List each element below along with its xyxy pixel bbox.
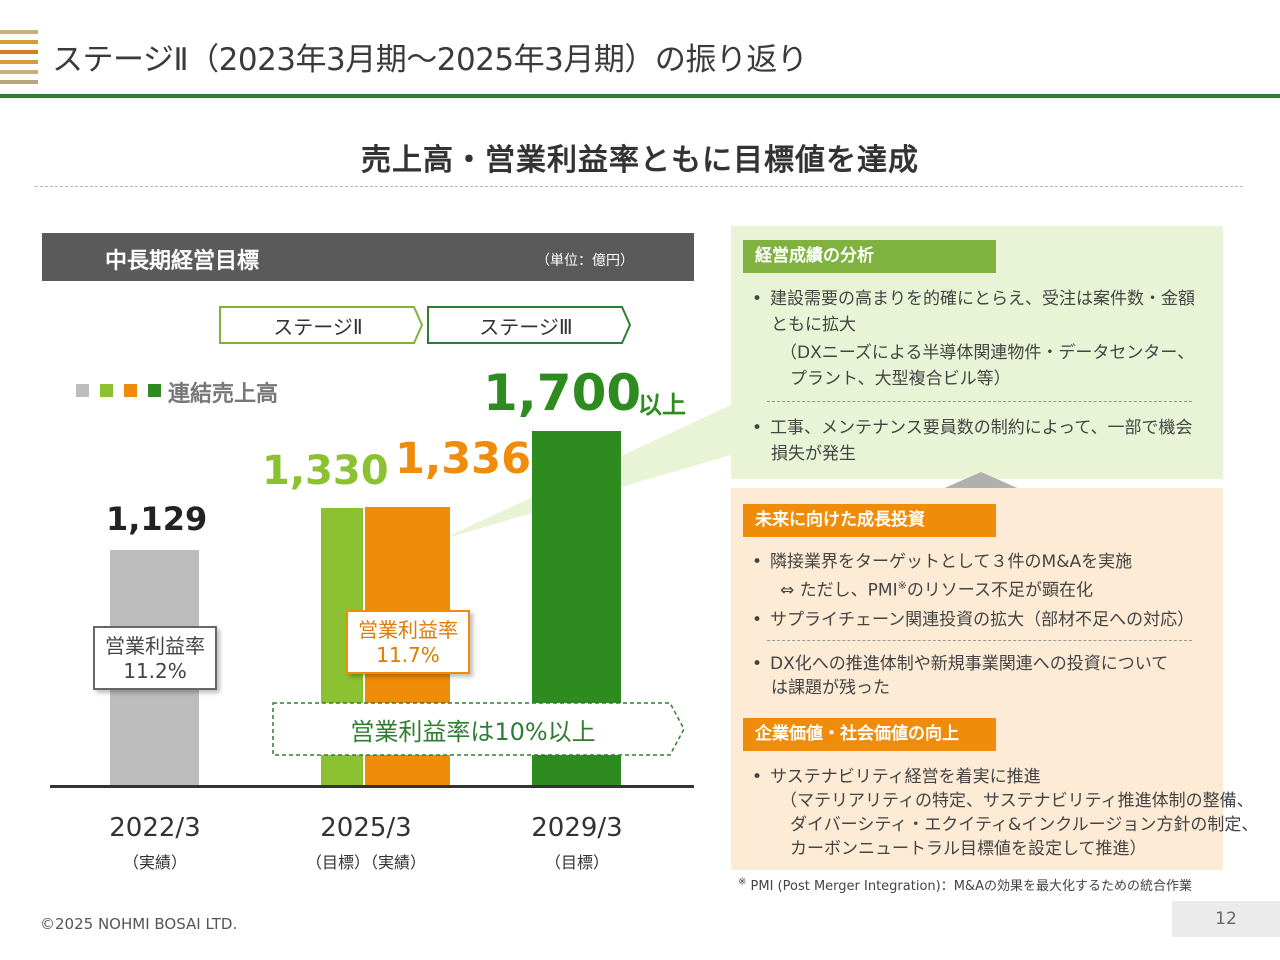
analysis-bullet-2: • 工事、メンテナンス要員数の制約によって、一部で機会 bbox=[752, 418, 1193, 438]
margin-label: 営業利益率 bbox=[105, 634, 205, 658]
investment-bullet-1-detail: ⇔ ただし、PMI※のリソース不足が顕在化 bbox=[780, 579, 1093, 601]
bullet-dot: • bbox=[752, 552, 763, 572]
goal-panel-title: 中長期経営目標 bbox=[105, 249, 260, 274]
bullet-dot: • bbox=[752, 654, 763, 674]
x-label-2025: 2025/3 bbox=[320, 813, 412, 843]
margin-label: 営業利益率 bbox=[358, 618, 458, 642]
x-label-2029: 2029/3 bbox=[531, 813, 623, 843]
goal-panel-header bbox=[42, 233, 694, 281]
stage3-label: ステージⅢ bbox=[479, 315, 573, 339]
stage-chevrons bbox=[219, 306, 632, 344]
page-title: ステージⅡ（2023年3月期～2025年3月期）の振り返り bbox=[52, 42, 808, 78]
logo-stripe bbox=[0, 50, 38, 54]
margin-box-2025: 営業利益率 11.7% bbox=[346, 610, 470, 674]
legend-swatch-orange bbox=[124, 384, 137, 397]
target-banner-shape bbox=[272, 702, 685, 756]
legend-swatch-lightgreen bbox=[100, 384, 113, 397]
data-label-2029: 1,700 bbox=[483, 364, 642, 422]
investment-bullet-3-cont: は課題が残った bbox=[771, 678, 890, 698]
headline-divider bbox=[35, 186, 1243, 187]
chart-baseline bbox=[50, 785, 694, 788]
value-bullet-1-detail: カーボンニュートラル目標値を設定して推進） bbox=[790, 839, 1147, 859]
x-sub-2025: （目標）（実績） bbox=[305, 853, 426, 872]
investment-divider bbox=[767, 640, 1192, 641]
bullet-dot: • bbox=[752, 610, 763, 630]
data-label-2025-target: 1,330 bbox=[262, 448, 389, 494]
unit-label: （単位：億円） bbox=[536, 253, 634, 269]
value-bullet-1-detail: （マテリアリティの特定、サステナビリティ推進体制の整備、 bbox=[780, 791, 1254, 811]
bullet-dot: • bbox=[752, 767, 763, 787]
legend-swatch-gray bbox=[76, 384, 89, 397]
legend-label: 連結売上高 bbox=[168, 382, 279, 407]
data-label-2025-actual: 1,336 bbox=[395, 434, 532, 484]
headline: 売上高・営業利益率ともに目標値を達成 bbox=[361, 143, 919, 178]
x-sub-2022: （実績） bbox=[122, 853, 187, 872]
investment-heading: 未来に向けた成長投資 bbox=[743, 504, 996, 537]
stage2-chevron bbox=[219, 306, 424, 344]
data-label-2029-suffix: 以上 bbox=[638, 391, 686, 419]
analysis-bullet-1-cont: ともに拡大 bbox=[771, 315, 856, 335]
stage3-chevron bbox=[427, 306, 632, 344]
investment-bullet-2: • サプライチェーン関連投資の拡大（部材不足への対応） bbox=[752, 610, 1195, 630]
footnote: ※ PMI (Post Merger Integration)：M&Aの効果を最… bbox=[738, 876, 1192, 894]
legend-swatch-green bbox=[148, 384, 161, 397]
title-divider bbox=[0, 94, 1280, 98]
analysis-divider bbox=[767, 401, 1192, 402]
analysis-bullet-2-cont: 損失が発生 bbox=[771, 444, 856, 464]
investment-bullet-3: • DX化への推進体制や新規事業関連への投資について bbox=[752, 654, 1169, 674]
value-heading: 企業価値・社会価値の向上 bbox=[743, 718, 996, 751]
target-banner: 営業利益率は10%以上 bbox=[350, 718, 596, 746]
margin-box-2022: 営業利益率 11.2% bbox=[93, 626, 217, 690]
data-label-2022: 1,129 bbox=[106, 500, 208, 538]
bullet-dot: • bbox=[752, 418, 763, 438]
analysis-bullet-1-detail: プラント、大型複合ビル等） bbox=[790, 369, 1011, 389]
logo-stripe bbox=[0, 80, 38, 84]
logo-stripe bbox=[0, 70, 38, 74]
analysis-bullet-1: • 建設需要の高まりを的確にとらえ、受注は案件数・金額 bbox=[752, 289, 1196, 309]
x-label-2022: 2022/3 bbox=[109, 813, 201, 843]
page-number: 12 bbox=[1172, 901, 1280, 937]
investment-bullet-1: • 隣接業界をターゲットとして３件のM&Aを実施 bbox=[752, 552, 1133, 572]
analysis-bullet-1-detail: （DXニーズによる半導体関連物件・データセンター、 bbox=[780, 343, 1195, 363]
margin-value: 11.7% bbox=[376, 643, 440, 667]
value-bullet-1-detail: ダイバーシティ・エクイティ&インクルージョン方針の制定、 bbox=[790, 815, 1259, 835]
investment-panel bbox=[731, 488, 1223, 870]
margin-value: 11.2% bbox=[123, 659, 187, 683]
logo-stripe bbox=[0, 30, 38, 34]
analysis-heading: 経営成績の分析 bbox=[743, 240, 996, 273]
logo-stripe bbox=[0, 40, 38, 44]
copyright: ©2025 NOHMI BOSAI LTD. bbox=[40, 915, 238, 933]
value-bullet-1: • サステナビリティ経営を着実に推進 bbox=[752, 767, 1041, 787]
bullet-dot: • bbox=[752, 289, 763, 309]
x-sub-2029: （目標） bbox=[544, 853, 609, 872]
stage2-label: ステージⅡ bbox=[273, 315, 363, 339]
logo-stripe bbox=[0, 60, 38, 64]
